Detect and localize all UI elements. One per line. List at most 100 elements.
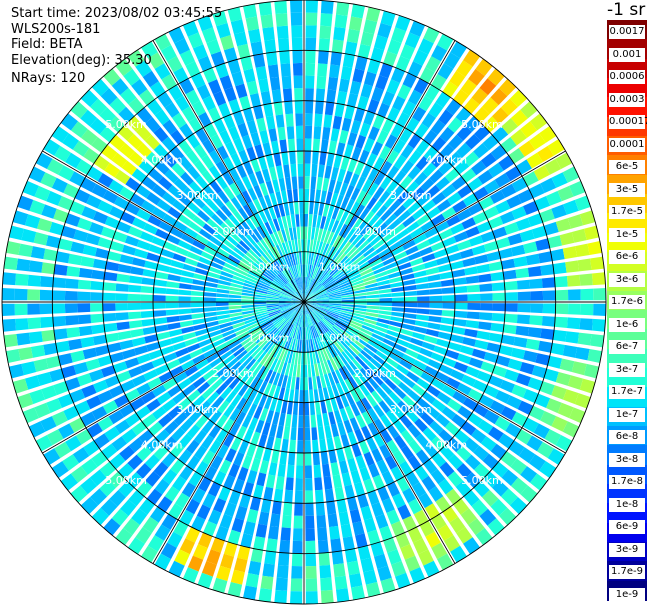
ray-gate <box>396 338 410 348</box>
ray-gate <box>440 317 455 325</box>
ray-gate <box>318 50 329 65</box>
ray-gate <box>92 334 107 346</box>
ray-gate <box>307 277 312 290</box>
ray-gate <box>357 240 370 252</box>
ray-gate <box>394 251 408 261</box>
ray-gate <box>136 208 151 222</box>
ray-gate <box>298 176 304 189</box>
ray-gate <box>477 419 494 434</box>
ray-gate <box>340 210 350 224</box>
ray-gate <box>68 253 83 266</box>
ray-gate <box>128 226 143 238</box>
ray-gate <box>580 303 594 316</box>
ray-gate <box>306 277 311 290</box>
ray-gate <box>361 425 372 440</box>
ray-gate <box>407 389 421 403</box>
ray-gate <box>51 177 68 193</box>
ray-gate <box>62 454 79 471</box>
ray-gate <box>97 416 114 431</box>
ray-gate <box>551 204 567 219</box>
ray-gate <box>223 114 236 130</box>
ray-gate <box>426 405 441 420</box>
ray-gate <box>340 156 350 171</box>
ray-gate <box>153 295 166 302</box>
ray-gate <box>66 266 81 277</box>
ray-gate <box>423 146 438 161</box>
ray-gate <box>136 480 153 497</box>
ray-gate <box>160 44 177 62</box>
ray-gate <box>247 403 258 417</box>
ray-gate <box>246 443 257 458</box>
ray-gate <box>490 271 505 282</box>
ray-gate <box>486 251 501 262</box>
ray-gate <box>191 515 206 532</box>
ray-gate <box>400 144 414 159</box>
ray-gate <box>453 318 467 327</box>
ray-gate <box>183 403 197 417</box>
ray-gate <box>333 341 344 353</box>
ray-gate <box>267 249 277 262</box>
ray-gate <box>165 288 179 295</box>
ray-gate <box>354 299 367 302</box>
ray-gate <box>306 239 311 252</box>
ray-gate <box>379 302 393 307</box>
ray-gate <box>292 326 298 339</box>
ray-gate <box>254 144 264 159</box>
ray-gate <box>128 151 145 167</box>
ray-gate <box>228 490 241 505</box>
ray-gate <box>336 277 349 285</box>
ray-gate <box>371 262 385 271</box>
colorbar-tick-label: 3e-8 <box>609 452 645 467</box>
ray-gate <box>338 353 348 366</box>
ray-gate <box>316 176 323 190</box>
ray-gate <box>319 438 327 453</box>
ray-gate <box>238 333 251 343</box>
ray-gate <box>212 256 226 266</box>
ray-gate <box>300 314 303 327</box>
ray-gate <box>387 325 402 333</box>
ray-gate <box>302 289 304 302</box>
ray-gate <box>278 243 286 256</box>
ray-gate <box>333 251 344 263</box>
ray-gate <box>488 261 503 272</box>
ray-gate <box>43 139 61 156</box>
ray-gate <box>53 381 69 396</box>
ray-gate <box>273 488 284 503</box>
ray-gate <box>111 152 128 168</box>
ray-gate <box>144 134 160 150</box>
ray-gate <box>268 384 277 398</box>
ray-gate <box>551 172 568 188</box>
ray-gate <box>391 307 405 312</box>
ray-gate <box>492 461 509 478</box>
ray-gate <box>268 264 279 276</box>
ppi-rays <box>2 0 606 604</box>
ray-gate <box>547 448 565 465</box>
ray-gate <box>543 368 559 383</box>
ray-gate <box>172 199 187 213</box>
ray-gate <box>450 260 464 270</box>
ray-gate <box>306 277 310 290</box>
ray-gate <box>93 379 108 393</box>
ray-gate <box>41 329 56 342</box>
ray-gate <box>356 220 367 234</box>
ray-gate <box>161 136 177 152</box>
ray-gate <box>46 429 64 446</box>
ray-gate <box>292 227 297 240</box>
ray-gate <box>68 338 83 351</box>
ray-gate <box>314 240 320 254</box>
ray-gate <box>203 521 217 537</box>
ray-gate <box>52 303 66 314</box>
ray-gate <box>472 379 488 393</box>
ray-gate <box>186 424 201 439</box>
ray-gate <box>276 165 284 179</box>
ray-gate <box>375 75 389 91</box>
ray-gate <box>175 246 189 257</box>
ray-gate <box>220 386 233 400</box>
ray-gate <box>216 365 229 378</box>
ray-gate <box>179 78 195 95</box>
ray-gate <box>452 200 467 213</box>
ray-gate <box>297 314 302 327</box>
ray-gate <box>332 234 342 248</box>
ray-gate <box>391 286 404 293</box>
ray-gate <box>296 138 304 152</box>
